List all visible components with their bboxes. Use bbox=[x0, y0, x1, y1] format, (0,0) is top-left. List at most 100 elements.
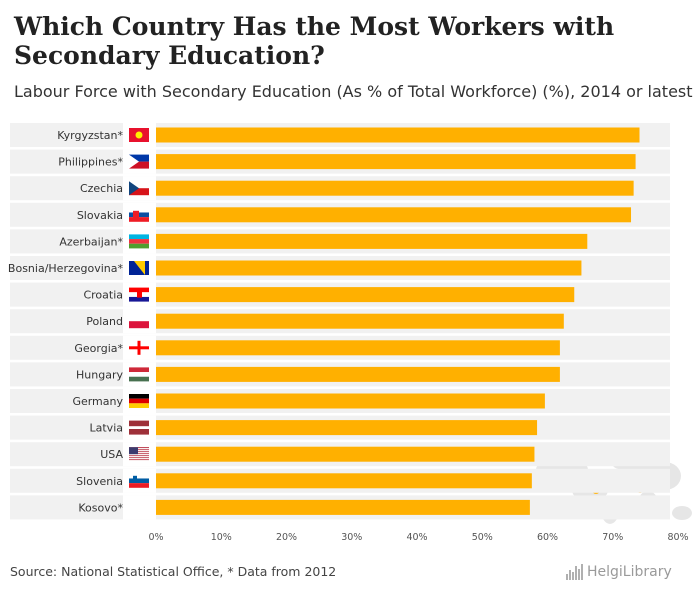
category-label: Hungary bbox=[76, 368, 123, 381]
category-label: Czechia bbox=[80, 182, 123, 195]
bar-chart: Kyrgyzstan* Philippines* Czechia Slovakia Az… bbox=[0, 118, 700, 558]
flag-part bbox=[129, 154, 149, 162]
flag-part bbox=[129, 398, 149, 404]
bar-row: Latvia bbox=[10, 415, 670, 440]
georgia-flag-icon bbox=[129, 340, 149, 355]
bar-chart-icon bbox=[566, 564, 583, 580]
category-label: USA bbox=[100, 448, 123, 461]
bar bbox=[156, 340, 560, 356]
flag-part bbox=[129, 483, 149, 488]
bar-row: Hungary bbox=[10, 362, 670, 387]
flag-part bbox=[129, 181, 149, 189]
flag-part bbox=[129, 321, 149, 329]
category-label: Georgia* bbox=[74, 342, 123, 355]
flag-part bbox=[129, 394, 149, 399]
bar bbox=[156, 180, 634, 196]
x-tick-label: 50% bbox=[472, 532, 493, 543]
bar bbox=[156, 260, 582, 276]
bar bbox=[156, 366, 560, 382]
category-label: Kyrgyzstan* bbox=[57, 129, 123, 142]
latvia-flag-icon bbox=[129, 420, 149, 435]
bar-row: Philippines* bbox=[10, 149, 670, 174]
bar bbox=[156, 473, 532, 489]
flag-part bbox=[129, 452, 149, 454]
flag-part bbox=[133, 475, 137, 481]
flag-part bbox=[129, 154, 139, 169]
category-label: Latvia bbox=[90, 422, 124, 435]
flag-part bbox=[129, 346, 149, 350]
category-label: Slovenia bbox=[76, 475, 123, 488]
flag-part bbox=[129, 188, 149, 196]
bar bbox=[156, 127, 640, 143]
bar-row: Poland bbox=[10, 309, 670, 334]
flag-part bbox=[129, 473, 149, 479]
bar-row: USA bbox=[10, 442, 670, 467]
bar-row: Kyrgyzstan* bbox=[10, 123, 670, 147]
category-label: Poland bbox=[86, 315, 123, 328]
flag-part bbox=[129, 243, 149, 249]
flag-part bbox=[129, 234, 149, 240]
croatia-flag-icon bbox=[129, 287, 149, 302]
flag-part bbox=[129, 455, 149, 457]
flag-part bbox=[129, 287, 149, 293]
flag-part bbox=[129, 478, 149, 484]
azerbaijan-flag-icon bbox=[129, 234, 149, 249]
bar bbox=[156, 499, 530, 515]
flag-part bbox=[133, 210, 139, 219]
flag-part bbox=[129, 451, 149, 453]
flag-part bbox=[129, 239, 149, 244]
bar-row: Kosovo* bbox=[10, 495, 670, 520]
bar-row: Czechia bbox=[10, 176, 670, 201]
flag-part bbox=[129, 456, 149, 458]
bar bbox=[156, 393, 545, 409]
hungary-flag-icon bbox=[129, 367, 149, 382]
x-tick-label: 40% bbox=[406, 532, 427, 543]
bar bbox=[156, 446, 535, 462]
slovakia-flag-icon bbox=[129, 207, 149, 222]
flag-part bbox=[129, 447, 138, 455]
category-label: Kosovo* bbox=[78, 501, 123, 514]
flag-part bbox=[129, 217, 149, 222]
bar-chart-svg: Kyrgyzstan* Philippines* Czechia Slovakia Az… bbox=[8, 123, 692, 543]
flag-part bbox=[129, 376, 149, 382]
flag-part bbox=[129, 453, 149, 455]
poland-flag-icon bbox=[129, 314, 149, 329]
germany-flag-icon bbox=[129, 394, 149, 408]
map-landmass bbox=[672, 506, 692, 520]
x-tick-label: 20% bbox=[276, 532, 297, 543]
x-tick-label: 80% bbox=[667, 532, 688, 543]
flag-part bbox=[129, 500, 149, 515]
flag-part bbox=[129, 449, 149, 451]
slovenia-flag-icon bbox=[129, 473, 149, 488]
category-label: Bosnia/Herzegovina* bbox=[8, 262, 124, 275]
bar-row: Georgia* bbox=[10, 335, 670, 360]
bar bbox=[156, 154, 636, 170]
flag-part bbox=[129, 207, 149, 213]
kyrgyzstan-flag-icon bbox=[129, 128, 149, 142]
flag-part bbox=[129, 458, 149, 460]
flag-part bbox=[129, 454, 149, 456]
bar bbox=[156, 207, 632, 223]
bar-row: Slovenia bbox=[10, 468, 670, 493]
x-tick-label: 0% bbox=[148, 532, 163, 543]
flag-part bbox=[129, 181, 139, 196]
flag-part bbox=[137, 291, 142, 298]
bar bbox=[156, 233, 588, 249]
flag-part bbox=[129, 447, 149, 449]
brand-logo[interactable]: HelgiLibrary bbox=[566, 561, 672, 583]
x-tick-label: 70% bbox=[602, 532, 623, 543]
x-tick-label: 10% bbox=[211, 532, 232, 543]
bar-row: Croatia bbox=[10, 282, 670, 307]
czechia-flag-icon bbox=[129, 181, 149, 196]
flag-part bbox=[129, 314, 149, 322]
philippines-flag-icon bbox=[129, 154, 149, 169]
bar-row: Bosnia/Herzegovina* bbox=[8, 256, 670, 280]
flag-part bbox=[129, 459, 149, 461]
source-note: Source: National Statistical Office, * D… bbox=[10, 564, 337, 579]
chart-subtitle: Labour Force with Secondary Education (A… bbox=[14, 82, 693, 101]
flag-part bbox=[129, 372, 149, 377]
brand-name: HelgiLibrary bbox=[587, 564, 672, 580]
flag-part bbox=[129, 403, 149, 408]
flag-part bbox=[129, 460, 149, 462]
category-label: Philippines* bbox=[58, 156, 123, 169]
